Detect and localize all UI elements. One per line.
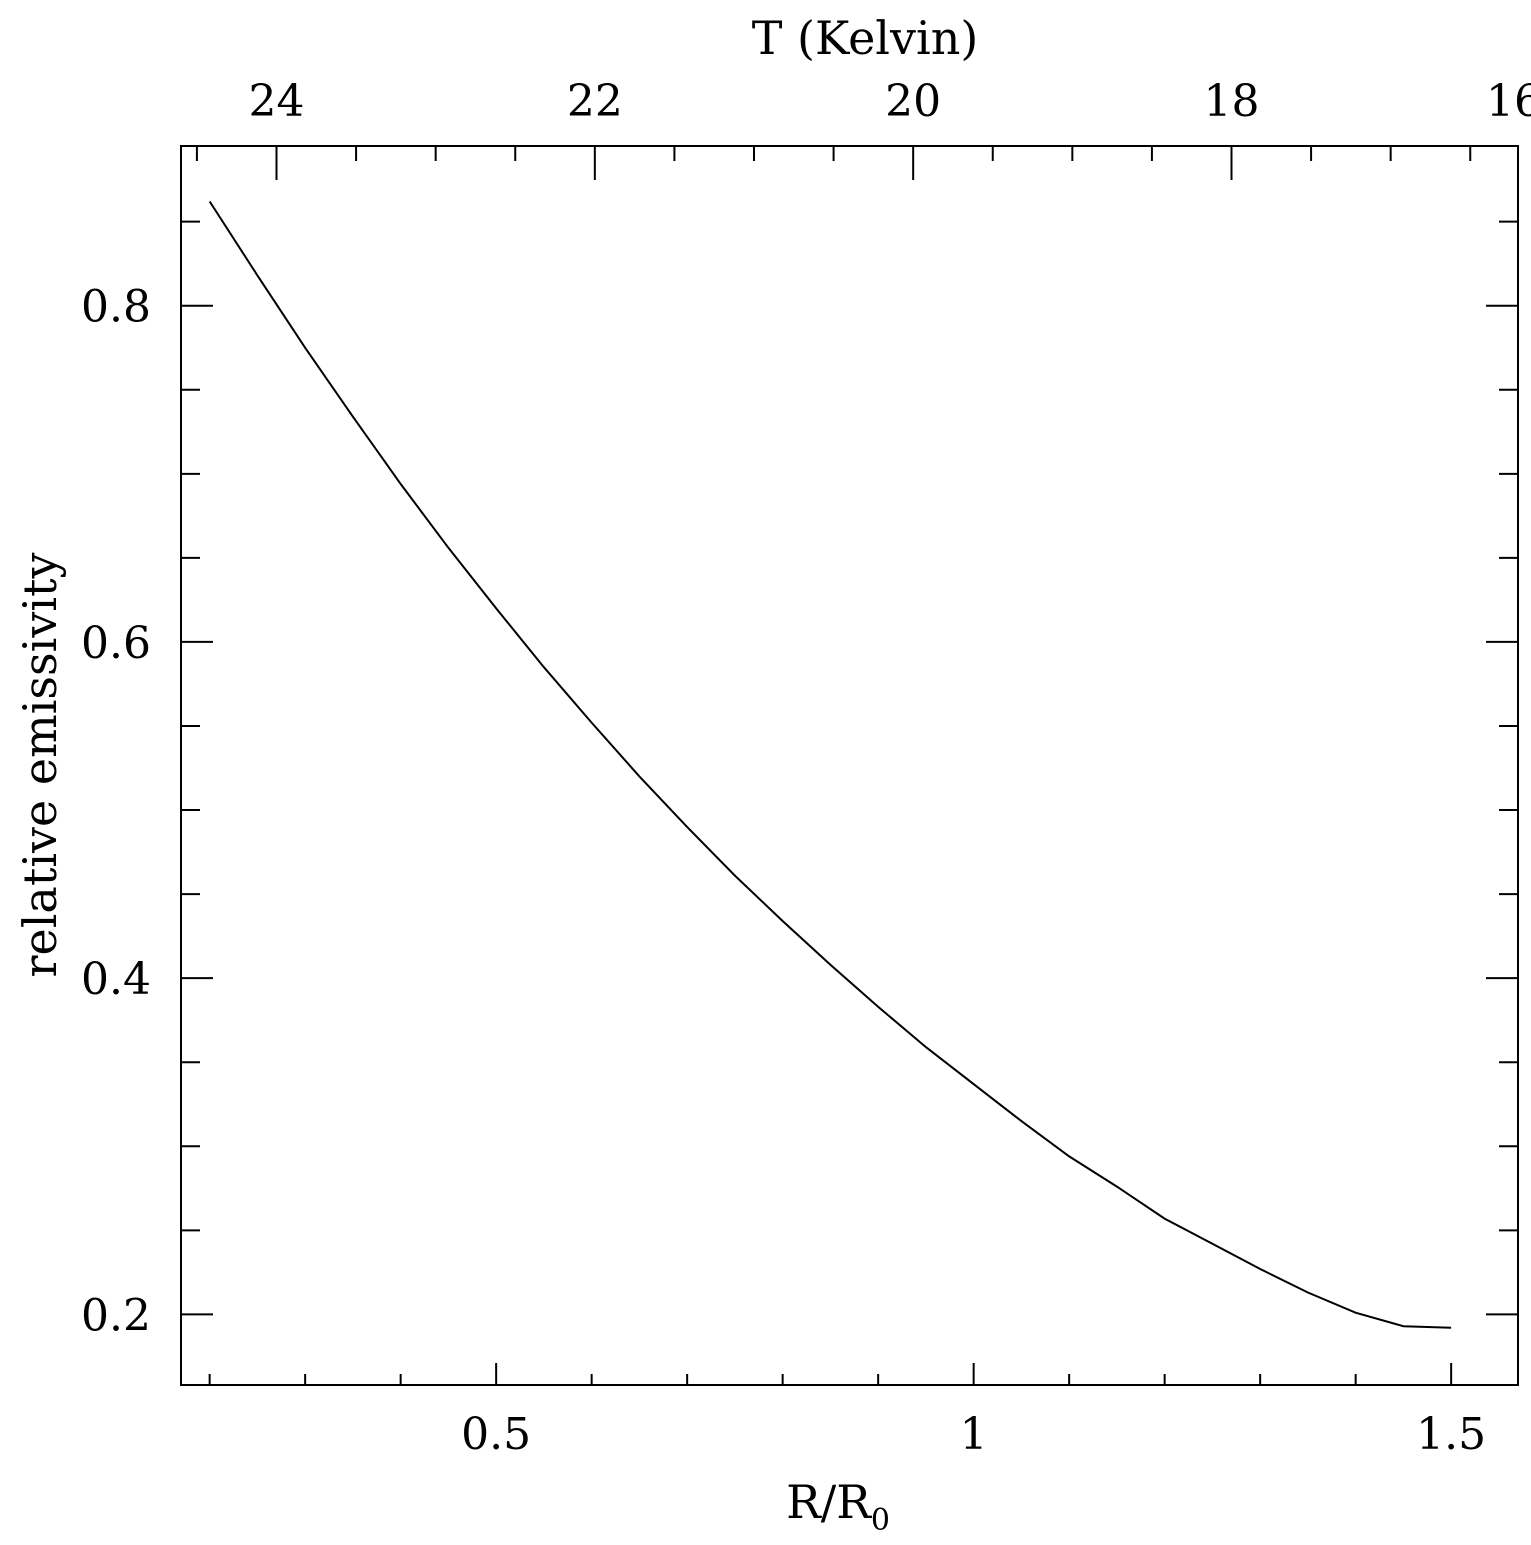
y-axis-title: relative emissivity <box>13 552 67 977</box>
tick-labels: 0.5 1 1.5 0.2 0.4 0.6 0.8 24 22 20 18 16 <box>81 76 1531 1460</box>
plot-frame <box>180 145 1519 1386</box>
x-tick-label: 1.5 <box>1416 1409 1486 1460</box>
y-tick-label: 0.2 <box>81 1290 151 1341</box>
top-tick-label: 18 <box>1204 76 1260 127</box>
y-tick-label: 0.4 <box>81 954 151 1005</box>
top-tick-label: 16 <box>1486 76 1531 127</box>
top-tick-label: 20 <box>885 76 941 127</box>
x-tick-label: 0.5 <box>461 1409 531 1460</box>
axis-ticks <box>181 146 1518 1385</box>
x-tick-label: 1 <box>960 1409 988 1460</box>
top-axis-title: T (Kelvin) <box>752 11 979 65</box>
y-tick-label: 0.8 <box>81 282 151 333</box>
x-axis-title-subscript: 0 <box>871 1503 890 1538</box>
y-tick-label: 0.6 <box>81 618 151 669</box>
top-tick-label: 22 <box>567 76 623 127</box>
top-tick-label: 24 <box>249 76 305 127</box>
x-axis-title: R/R0 <box>786 1475 890 1538</box>
emissivity-curve <box>208 200 1452 1329</box>
